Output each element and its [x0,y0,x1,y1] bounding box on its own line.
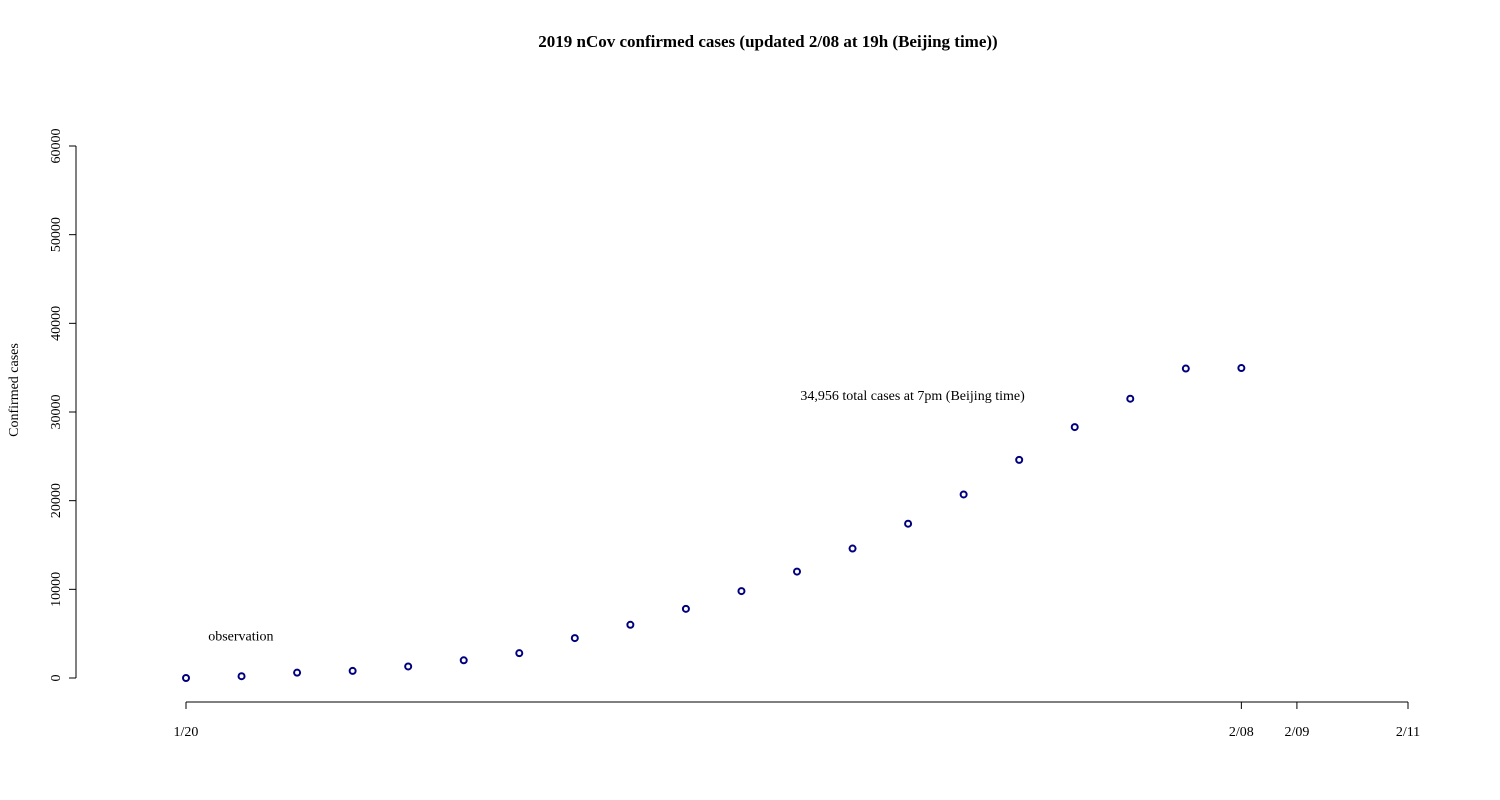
y-tick-label: 50000 [49,217,64,252]
data-point [459,656,468,665]
y-tick-label: 40000 [49,306,64,341]
x-tick-label: 2/08 [1229,725,1254,740]
data-point [1237,364,1246,373]
x-tick-label: 2/09 [1284,725,1309,740]
data-point [1181,364,1190,373]
data-point [848,544,857,553]
data-point [515,649,524,658]
data-point [959,490,968,499]
chart-title: 2019 nCov confirmed cases (updated 2/08 … [538,32,997,51]
y-tick-label: 30000 [49,395,64,430]
data-point [1015,455,1024,464]
data-point [1126,394,1135,403]
y-axis: 0 10000 20000 30000 40000 50000 60000 [49,129,77,682]
data-point [404,662,413,671]
data-point [237,672,246,681]
annotations: observation 34,956 total cases at 7pm (Be… [208,389,1025,644]
data-point [904,519,913,528]
annotation-text: observation [208,629,273,644]
y-tick-label: 20000 [49,483,64,518]
data-point [348,666,357,675]
data-point [793,567,801,576]
x-tick-label: 2/11 [1396,725,1420,740]
data-point [182,674,190,682]
x-axis: 1/20 2/08 2/09 2/11 [174,701,1420,740]
x-tick-label: 1/20 [174,725,199,740]
data-point [570,634,579,643]
y-tick-label: 0 [49,675,64,682]
data-point [737,587,746,596]
y-tick-label: 10000 [49,572,64,607]
annotation-text: 34,956 total cases at 7pm (Beijing time) [800,389,1025,404]
y-tick-label: 60000 [49,129,64,164]
data-point [1070,423,1079,432]
y-axis-label: Confirmed cases [7,343,22,437]
data-points [182,364,1246,682]
data-point [681,604,690,613]
data-point [626,620,635,629]
data-point [293,668,302,677]
